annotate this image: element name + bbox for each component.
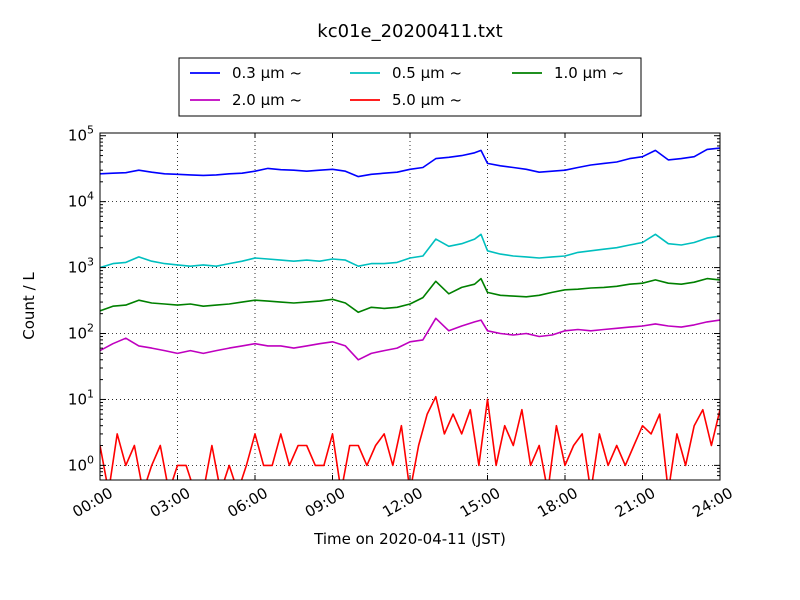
legend-entry: 1.0 μm ~ — [554, 64, 624, 82]
x-tick-label: 09:00 — [302, 484, 348, 521]
x-tick-label: 12:00 — [379, 484, 425, 521]
x-axis-label: Time on 2020-04-11 (JST) — [313, 530, 506, 548]
x-tick-label: 21:00 — [612, 484, 658, 521]
series-line-2 — [100, 277, 720, 314]
y-tick-label: 101 — [68, 387, 94, 408]
legend-entry: 2.0 μm ~ — [232, 91, 302, 109]
series-line-3 — [100, 317, 720, 361]
x-tick-label: 03:00 — [147, 484, 193, 521]
y-tick-label: 104 — [68, 190, 94, 211]
y-tick-label: 100 — [68, 453, 94, 474]
series-line-0 — [100, 147, 720, 178]
x-tick-label: 15:00 — [457, 484, 503, 521]
series-lines — [100, 147, 720, 480]
y-tick-label: 102 — [68, 322, 94, 343]
legend-entry: 0.3 μm ~ — [232, 64, 302, 82]
legend-entry: 0.5 μm ~ — [392, 64, 462, 82]
y-axis-label: Count / L — [20, 272, 38, 340]
chart-title: kc01e_20200411.txt — [317, 21, 502, 42]
y-tick-label: 103 — [68, 256, 94, 277]
legend-entry: 5.0 μm ~ — [392, 91, 462, 109]
legend: 0.3 μm ~ 0.5 μm ~ 1.0 μm ~ 2.0 μm ~ 5.0 μm ~ — [178, 57, 642, 117]
x-tick-label: 18:00 — [534, 484, 580, 521]
x-tick-label: 06:00 — [224, 484, 270, 521]
x-tick-label: 00:00 — [69, 484, 115, 521]
axis-ticks: 00:00 03:00 06:00 09:00 12:00 15:00 18:00 21:00… — [68, 124, 736, 521]
x-tick-label: 24:00 — [689, 484, 735, 521]
series-line-4 — [100, 395, 720, 480]
series-line-1 — [100, 233, 720, 269]
y-tick-label: 105 — [68, 124, 94, 145]
legend-box — [178, 57, 642, 117]
grid-lines — [100, 133, 720, 480]
